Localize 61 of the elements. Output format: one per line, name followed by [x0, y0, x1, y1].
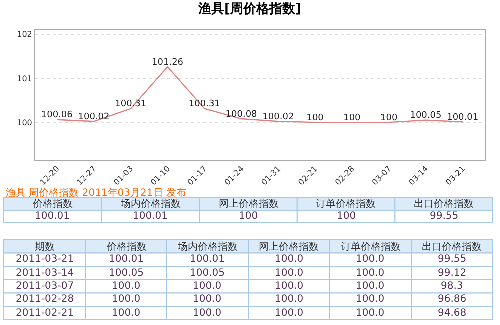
y-tick-label: 101 — [17, 74, 32, 84]
text: 96.86 — [438, 294, 467, 305]
text: 98.3 — [441, 281, 464, 292]
data-label: 101.26 — [152, 58, 184, 68]
text: 价格指数 — [32, 198, 73, 210]
text: 100.0 — [193, 308, 222, 319]
text: 100.01 — [190, 254, 225, 265]
text: 2011-03-07 — [16, 281, 74, 292]
text: 100.0 — [356, 254, 385, 265]
text: 出口价格指数 — [422, 241, 482, 253]
text: 100.05 — [190, 268, 225, 279]
text: 100.0 — [193, 281, 222, 292]
data-label: 100.02 — [78, 112, 110, 122]
text: 100.0 — [112, 294, 141, 305]
text: 100.0 — [356, 308, 385, 319]
text: 100.0 — [112, 308, 141, 319]
text: 2011-02-21 — [16, 308, 74, 319]
text: 100.01 — [35, 211, 70, 222]
text: 场内价格指数 — [177, 241, 238, 253]
chart-title: 渔具[周价格指数] — [198, 2, 302, 18]
text: 100.0 — [112, 281, 141, 292]
text: 价格指数 — [106, 241, 147, 253]
text: 94.68 — [438, 308, 467, 319]
text: 100.0 — [275, 254, 304, 265]
text: 100.05 — [109, 268, 144, 279]
data-label: 100 — [380, 113, 398, 124]
text: 场内价格指数 — [120, 198, 181, 210]
data-label: 100.01 — [447, 112, 479, 123]
text: 100.0 — [356, 294, 385, 305]
text: 100 — [337, 211, 356, 222]
text: 100.01 — [133, 211, 168, 222]
text: 100.0 — [275, 294, 304, 305]
text: 期数 — [35, 241, 55, 253]
y-tick-label: 100 — [17, 118, 32, 128]
text: 100.0 — [356, 268, 385, 279]
data-label: 100 — [306, 113, 324, 124]
text: 99.55 — [430, 211, 459, 222]
text: 100 — [239, 211, 258, 222]
data-label: 100.08 — [226, 110, 258, 120]
text: 99.12 — [438, 268, 467, 279]
text: 100.0 — [356, 281, 385, 292]
text: 网上价格指数 — [219, 198, 279, 210]
text: 100.01 — [109, 254, 144, 265]
text: 100.0 — [275, 281, 304, 292]
data-label: 100.05 — [410, 111, 442, 122]
text: 出口价格指数 — [414, 198, 474, 210]
text: 2011-03-14 — [16, 268, 74, 279]
text: 2011-02-28 — [16, 294, 74, 305]
text: 订单价格指数 — [341, 241, 401, 253]
text: 100.0 — [193, 294, 222, 305]
data-label: 100.02 — [262, 112, 294, 122]
y-tick-label: 102 — [17, 30, 32, 40]
text: 订单价格指数 — [316, 198, 376, 210]
text: 100.0 — [275, 268, 304, 279]
text: 100.0 — [275, 308, 304, 319]
text: 99.55 — [438, 254, 467, 265]
data-label: 100.06 — [41, 110, 74, 121]
text: 2011-03-21 — [16, 254, 74, 265]
data-label: 100 — [344, 113, 362, 124]
text: 网上价格指数 — [259, 241, 319, 253]
text: 渔具 周价格指数 2011年03月21日 发布 — [6, 187, 186, 199]
